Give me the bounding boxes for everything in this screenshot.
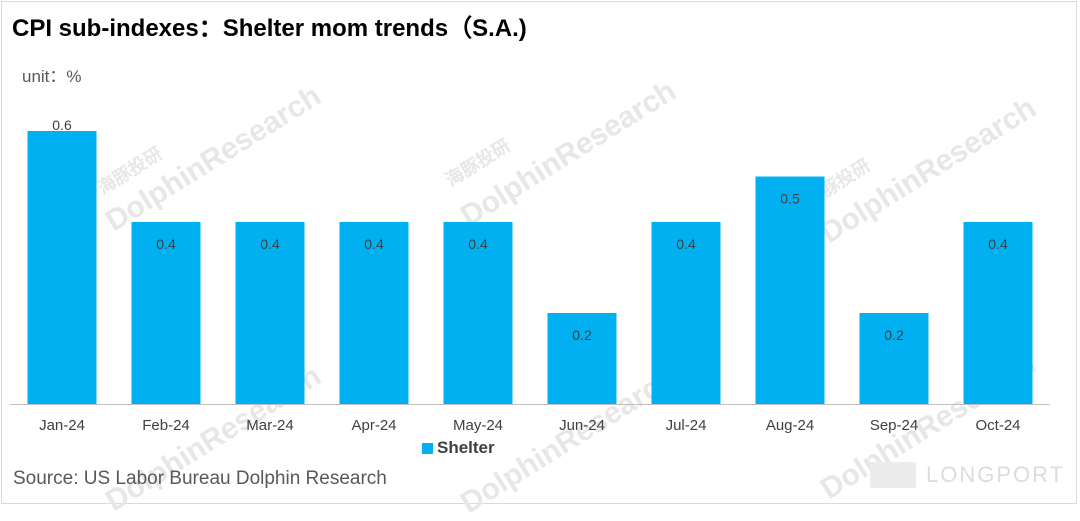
data-label-aug-24: 0.5 xyxy=(780,191,800,207)
x-tick-label: Jul-24 xyxy=(666,417,707,434)
bar-oct-24 xyxy=(963,222,1033,404)
bar-feb-24 xyxy=(131,222,201,404)
data-label-jan-24: 0.6 xyxy=(52,117,72,133)
bar-may-24 xyxy=(443,222,513,404)
bar-aug-24 xyxy=(755,176,825,404)
data-label-mar-24: 0.4 xyxy=(260,236,280,252)
x-tick-label: Oct-24 xyxy=(975,417,1020,434)
data-label-jul-24: 0.4 xyxy=(676,236,696,252)
source-note: Source: US Labor Bureau Dolphin Research xyxy=(13,468,387,489)
x-tick-label: Sep-24 xyxy=(870,417,918,434)
bar-sep-24 xyxy=(859,313,929,404)
data-label-may-24: 0.4 xyxy=(468,236,488,252)
legend-swatch xyxy=(422,442,433,454)
x-tick-label: Jan-24 xyxy=(39,417,85,434)
bar-apr-24 xyxy=(339,222,409,404)
x-tick-label: Jun-24 xyxy=(559,417,605,434)
x-tick-label: Feb-24 xyxy=(142,417,190,434)
x-tick-label: Apr-24 xyxy=(351,417,396,434)
bar-jan-24 xyxy=(27,131,97,404)
data-label-jun-24: 0.2 xyxy=(572,327,592,343)
data-label-oct-24: 0.4 xyxy=(988,236,1008,252)
x-tick-label: Aug-24 xyxy=(766,417,814,434)
unit-label: unit：% xyxy=(22,67,82,86)
bar-jul-24 xyxy=(651,222,721,404)
legend-label: Shelter xyxy=(437,438,495,457)
chart-frame xyxy=(1,1,1077,504)
x-tick-label: May-24 xyxy=(453,417,503,434)
bar-mar-24 xyxy=(235,222,305,404)
legend: Shelter xyxy=(422,438,495,458)
bar-chart: 0.6 Jan-24 0.4 Feb-24 0.4 Mar-24 0.4 Apr-24 0.4 M… xyxy=(10,117,1050,434)
data-label-feb-24: 0.4 xyxy=(156,236,176,252)
data-label-apr-24: 0.4 xyxy=(364,236,384,252)
chart-title: CPI sub-indexes：Shelter mom trends（S.A.) xyxy=(12,15,527,42)
data-label-sep-24: 0.2 xyxy=(884,327,904,343)
bar-jun-24 xyxy=(547,313,617,404)
x-tick-label: Mar-24 xyxy=(246,417,294,434)
